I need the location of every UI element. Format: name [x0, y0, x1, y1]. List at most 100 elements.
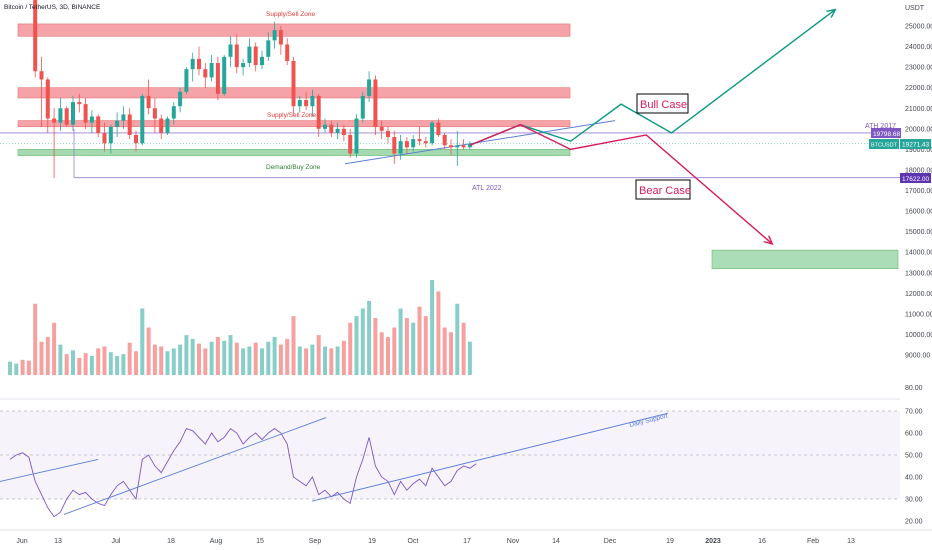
candle-body: [121, 114, 126, 121]
volume-bar: [455, 303, 460, 375]
volume-bar: [398, 308, 403, 375]
rsi-tick: 80.00: [905, 385, 923, 392]
volume-bar: [467, 341, 472, 375]
price-tick: 11000.00: [905, 311, 932, 318]
volume-bar: [165, 351, 170, 375]
price-tick: 13000.00: [905, 270, 932, 277]
price-tick: 16000.00: [905, 209, 932, 216]
volume-bar: [247, 346, 252, 375]
volume-bar: [14, 363, 19, 375]
price-tick: 10000.00: [905, 332, 932, 339]
candle-body: [373, 79, 378, 127]
volume-layer: [8, 280, 472, 375]
candle-body: [398, 141, 403, 154]
candle: [341, 124, 346, 142]
candle: [253, 42, 258, 72]
volume-bar: [209, 341, 214, 375]
price-tick: 25000.00: [905, 24, 932, 31]
candle: [404, 137, 409, 154]
volume-bar: [266, 341, 271, 375]
last-price-badge: BTCUSDT 19271.43: [869, 139, 931, 149]
candle: [134, 130, 138, 152]
candle-body: [436, 122, 441, 135]
volume-bar: [260, 348, 264, 375]
candle-body: [354, 118, 359, 154]
supply-zone-label-mid: Supply/Sell Zone: [267, 112, 317, 119]
candle-body: [64, 108, 69, 125]
candle-body: [228, 44, 233, 57]
volume-bar: [140, 308, 145, 375]
price-tick: 15000.00: [905, 229, 932, 236]
volume-bar: [423, 316, 428, 375]
price-tick: 21000.00: [905, 106, 932, 113]
volume-bar: [108, 352, 113, 375]
candle-body: [272, 30, 277, 41]
time-tick: 17: [463, 538, 471, 545]
volume-bar: [8, 361, 12, 375]
candle: [266, 32, 271, 61]
candle-body: [33, 0, 38, 72]
candle: [190, 52, 195, 82]
candle-body: [455, 145, 460, 148]
candle-body: [39, 71, 44, 80]
candle: [461, 139, 466, 150]
volume-bar: [354, 316, 359, 375]
candle-body: [304, 100, 309, 107]
time-axis[interactable]: Jun 13 Jul 18 Aug 15 Sep 19 Oct 17 Nov 14 Dec 19 2023 1…: [0, 529, 932, 545]
candle-body: [404, 141, 409, 148]
volume-bar: [436, 291, 441, 375]
candle: [102, 122, 107, 152]
candle: [184, 67, 189, 94]
svg-text:17622.00: 17622.00: [902, 176, 929, 183]
volume-bar: [222, 340, 227, 375]
candle: [442, 132, 447, 150]
candle-body: [89, 116, 94, 123]
rsi-trend-1: [0, 458, 99, 482]
volume-bar: [26, 360, 31, 375]
atl-price-badge: 17622.00: [900, 173, 931, 183]
candle-body: [449, 145, 453, 148]
rsi-tick: 50.00: [905, 453, 923, 460]
candle-body: [430, 122, 435, 144]
candle: [45, 77, 50, 133]
candle-body: [423, 141, 428, 144]
candle: [423, 137, 428, 148]
volume-bar: [449, 332, 453, 375]
rsi-tick: 70.00: [905, 409, 923, 416]
rsi-tick: 60.00: [905, 431, 923, 438]
supply-zone-label-top: Supply/Sell Zone: [266, 11, 316, 18]
bear-case-box: Bear Case: [635, 179, 691, 200]
candle: [215, 56, 220, 101]
time-tick: 14: [552, 538, 560, 545]
volume-bar: [178, 344, 183, 375]
price-tick: 23000.00: [905, 65, 932, 72]
price-axis[interactable]: 25000.00 24000.00 23000.00 22000.00 21000.00…: [905, 24, 932, 360]
candle-body: [45, 79, 50, 119]
candle-body: [348, 134, 353, 154]
volume-bar: [102, 346, 107, 375]
candle-body: [115, 120, 120, 127]
candle: [140, 93, 145, 146]
volume-bar: [278, 344, 283, 375]
time-tick: 13: [54, 538, 62, 545]
candle-body: [96, 116, 101, 133]
rsi-tick: 20.00: [905, 519, 923, 526]
time-tick: 15: [256, 538, 264, 545]
volume-bar: [115, 356, 120, 375]
candle: [398, 134, 403, 160]
candle-body: [260, 56, 264, 66]
bear-projection-arrowhead: [763, 235, 774, 246]
candle: [436, 118, 441, 138]
candle: [71, 95, 75, 131]
rsi-tick: 40.00: [905, 475, 923, 482]
volume-bar: [45, 337, 50, 375]
volume-bar: [52, 322, 57, 375]
candle-body: [234, 44, 239, 68]
zone-target-4: [711, 249, 899, 269]
candle: [165, 116, 170, 135]
rsi-axis[interactable]: 80.00 70.00 60.00 50.00 40.00 30.00 20.00: [905, 385, 923, 526]
candle-body: [360, 95, 365, 119]
candle: [96, 114, 101, 138]
demand-zone-label: Demand/Buy Zone: [266, 164, 321, 171]
